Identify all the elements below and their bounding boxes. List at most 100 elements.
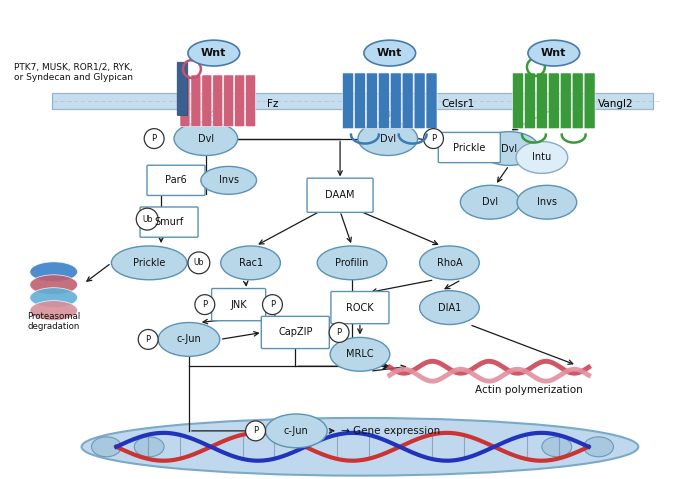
Ellipse shape [111, 246, 187, 280]
FancyBboxPatch shape [307, 178, 373, 212]
Ellipse shape [220, 246, 281, 280]
FancyBboxPatch shape [536, 73, 547, 129]
Text: Dvl: Dvl [379, 134, 396, 144]
FancyBboxPatch shape [180, 75, 190, 126]
Text: Invs: Invs [537, 197, 557, 207]
Text: DIA1: DIA1 [438, 303, 461, 313]
FancyBboxPatch shape [202, 75, 212, 126]
Circle shape [262, 295, 282, 315]
Text: CapZIP: CapZIP [278, 328, 313, 338]
FancyBboxPatch shape [560, 73, 571, 129]
Ellipse shape [330, 337, 390, 371]
Text: Par6: Par6 [165, 175, 187, 185]
Text: P: P [337, 328, 342, 337]
Text: P: P [270, 300, 275, 309]
Text: Wnt: Wnt [377, 48, 402, 58]
FancyBboxPatch shape [213, 75, 223, 126]
Text: PTK7, MUSK, ROR1/2, RYK,
or Syndecan and Glypican: PTK7, MUSK, ROR1/2, RYK, or Syndecan and… [14, 63, 133, 82]
FancyBboxPatch shape [584, 73, 595, 129]
FancyBboxPatch shape [224, 75, 234, 126]
Ellipse shape [30, 301, 78, 320]
Text: JNK: JNK [230, 300, 247, 309]
FancyBboxPatch shape [234, 75, 244, 126]
FancyBboxPatch shape [331, 292, 389, 324]
Circle shape [329, 322, 349, 342]
FancyBboxPatch shape [191, 75, 201, 126]
Circle shape [246, 421, 265, 441]
Ellipse shape [158, 322, 220, 356]
Ellipse shape [364, 40, 416, 66]
Circle shape [136, 208, 158, 230]
Ellipse shape [30, 262, 78, 282]
Ellipse shape [317, 246, 387, 280]
Text: Rac1: Rac1 [239, 258, 262, 268]
Text: P: P [152, 134, 157, 143]
FancyBboxPatch shape [402, 73, 413, 129]
Text: MRLC: MRLC [346, 349, 374, 359]
Ellipse shape [419, 291, 480, 324]
FancyBboxPatch shape [177, 62, 188, 115]
Text: Proteasomal
degradation: Proteasomal degradation [27, 311, 81, 331]
Text: P: P [253, 426, 258, 435]
Text: Smurf: Smurf [155, 217, 183, 227]
Circle shape [195, 295, 215, 315]
Circle shape [138, 330, 158, 349]
FancyBboxPatch shape [147, 165, 205, 195]
FancyBboxPatch shape [391, 73, 401, 129]
Ellipse shape [201, 166, 256, 194]
FancyBboxPatch shape [246, 75, 256, 126]
Ellipse shape [30, 275, 78, 295]
Text: Dvl: Dvl [501, 144, 517, 154]
Ellipse shape [584, 437, 613, 457]
Text: ROCK: ROCK [346, 303, 374, 313]
FancyBboxPatch shape [261, 316, 329, 349]
Ellipse shape [542, 437, 572, 457]
Ellipse shape [480, 132, 539, 165]
Text: Celsr1: Celsr1 [442, 99, 475, 109]
FancyBboxPatch shape [211, 288, 266, 321]
FancyBboxPatch shape [342, 73, 354, 129]
Ellipse shape [358, 122, 418, 156]
FancyBboxPatch shape [572, 73, 583, 129]
Ellipse shape [92, 437, 121, 457]
Circle shape [144, 129, 164, 148]
Ellipse shape [134, 437, 164, 457]
Circle shape [424, 129, 444, 148]
Text: Wnt: Wnt [201, 48, 227, 58]
Ellipse shape [528, 40, 580, 66]
Text: DAAM: DAAM [326, 190, 355, 200]
Text: P: P [146, 335, 150, 344]
Text: Wnt: Wnt [541, 48, 566, 58]
Text: Ub: Ub [142, 215, 153, 224]
Text: P: P [202, 300, 207, 309]
Ellipse shape [419, 246, 480, 280]
Text: Invs: Invs [218, 175, 239, 185]
FancyBboxPatch shape [548, 73, 559, 129]
Ellipse shape [461, 185, 520, 219]
Ellipse shape [188, 40, 239, 66]
Ellipse shape [517, 185, 577, 219]
Text: P: P [431, 134, 436, 143]
FancyBboxPatch shape [52, 93, 653, 109]
FancyBboxPatch shape [366, 73, 377, 129]
FancyBboxPatch shape [426, 73, 437, 129]
Ellipse shape [174, 122, 238, 156]
Text: Prickle: Prickle [453, 143, 486, 152]
Text: → Gene expression: → Gene expression [341, 426, 440, 436]
Ellipse shape [82, 418, 638, 476]
Text: c-Jun: c-Jun [284, 426, 309, 436]
Text: Intu: Intu [532, 152, 552, 162]
Ellipse shape [516, 142, 568, 173]
Text: Actin polymerization: Actin polymerization [475, 385, 583, 395]
Circle shape [188, 252, 210, 274]
Text: Ub: Ub [194, 258, 204, 267]
FancyBboxPatch shape [438, 132, 500, 163]
FancyBboxPatch shape [414, 73, 425, 129]
Text: Prickle: Prickle [133, 258, 165, 268]
Text: c-Jun: c-Jun [176, 334, 202, 344]
Ellipse shape [30, 288, 78, 308]
Text: Dvl: Dvl [198, 134, 214, 144]
FancyBboxPatch shape [524, 73, 536, 129]
Text: Profilin: Profilin [335, 258, 369, 268]
Text: RhoA: RhoA [437, 258, 462, 268]
